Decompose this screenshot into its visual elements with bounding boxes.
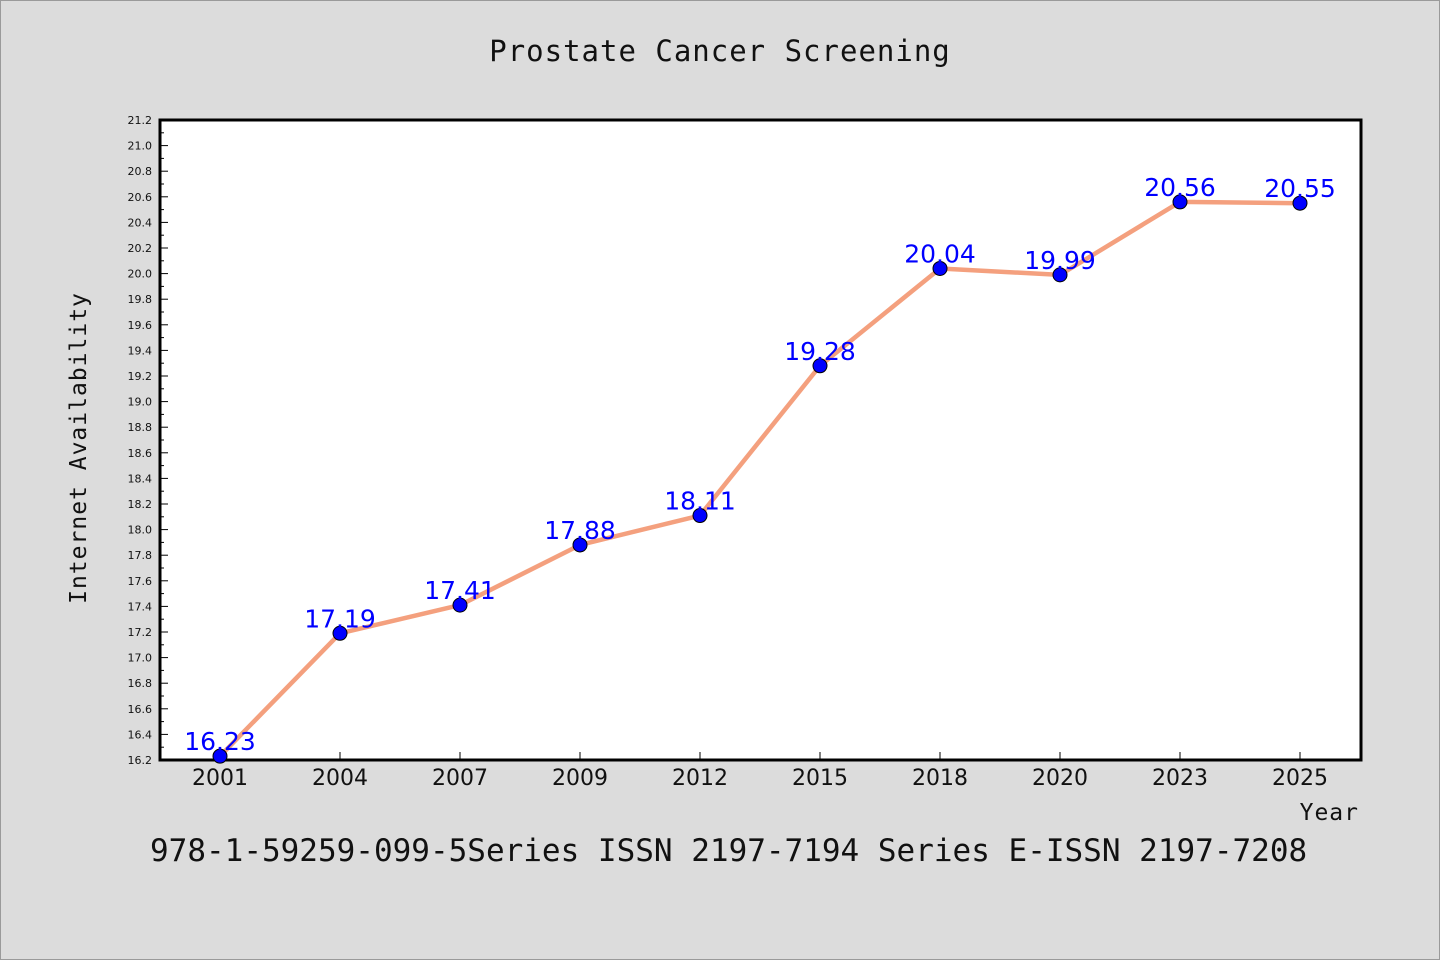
chart-title: Prostate Cancer Screening [489, 34, 951, 68]
y-tick-label: 18.0 [128, 524, 153, 537]
y-tick-label: 16.4 [128, 728, 153, 741]
data-label: 20.04 [904, 239, 976, 268]
y-tick-label: 16.6 [128, 703, 153, 716]
data-label: 19.99 [1024, 246, 1096, 275]
data-point [212, 748, 228, 764]
data-point [332, 625, 348, 641]
data-point [692, 508, 708, 524]
y-tick-label: 18.4 [128, 472, 153, 485]
data-point [1292, 195, 1308, 211]
y-tick-label: 19.4 [128, 344, 153, 357]
y-tick-label: 17.6 [128, 575, 153, 588]
y-tick-label: 20.2 [128, 242, 153, 255]
y-tick-label: 17.2 [128, 626, 153, 639]
y-tick-label: 18.2 [128, 498, 153, 511]
y-tick-label: 20.6 [128, 191, 153, 204]
y-tick-label: 19.2 [128, 370, 153, 383]
data-label: 18.11 [664, 487, 736, 516]
y-tick-label: 18.6 [128, 447, 153, 460]
y-tick-label: 17.8 [128, 549, 153, 562]
x-tick-label: 2001 [192, 766, 248, 791]
x-axis-ticks: 2001 2004 2007 2009 2012 2015 2018 2020 2023 2025 [192, 752, 1328, 791]
x-tick-label: 2007 [432, 766, 488, 791]
data-label: 17.41 [424, 576, 496, 605]
y-axis-ticks: 16.2 16.4 16.6 16.8 17.0 17.2 17.4 17.6 17.8 18.0… [128, 114, 168, 767]
data-label: 20.55 [1264, 174, 1336, 203]
y-tick-label: 16.2 [128, 754, 153, 767]
data-point [1172, 194, 1188, 210]
y-tick-label: 19.0 [128, 396, 153, 409]
y-tick-label: 20.8 [128, 165, 153, 178]
data-label: 20.56 [1144, 173, 1216, 202]
x-tick-label: 2018 [912, 766, 968, 791]
y-tick-label: 17.0 [128, 652, 153, 665]
x-axis-label: Year [1300, 800, 1359, 826]
x-tick-label: 2025 [1272, 766, 1328, 791]
series-line [217, 199, 1303, 759]
y-tick-label: 19.8 [128, 293, 153, 306]
x-tick-label: 2015 [792, 766, 848, 791]
x-tick-label: 2012 [672, 766, 728, 791]
data-point [932, 260, 948, 276]
y-axis-label: Internet Availability [66, 292, 92, 604]
data-point [812, 358, 828, 374]
y-tick-label: 21.0 [128, 140, 153, 153]
footer-isbn-issn: 978-1-59259-099-5Series ISSN 2197-7194 S… [150, 833, 1308, 869]
data-label: 19.28 [784, 337, 856, 366]
y-tick-label: 21.2 [128, 114, 153, 127]
y-tick-label: 20.4 [128, 216, 153, 229]
data-label: 16.23 [184, 727, 256, 756]
y-tick-label: 20.0 [128, 268, 153, 281]
data-point [1052, 267, 1068, 283]
data-label: 17.88 [544, 516, 616, 545]
data-point [572, 537, 588, 553]
x-tick-label: 2020 [1032, 766, 1088, 791]
data-point [452, 597, 468, 613]
data-labels: 16.23 17.19 17.41 17.88 18.11 19.28 20.04 19.99… [184, 173, 1336, 756]
x-tick-label: 2004 [312, 766, 368, 791]
x-tick-label: 2009 [552, 766, 608, 791]
y-tick-label: 18.8 [128, 421, 153, 434]
x-tick-label: 2023 [1152, 766, 1208, 791]
data-label: 17.19 [304, 604, 376, 633]
y-tick-label: 16.8 [128, 677, 153, 690]
y-tick-label: 17.4 [128, 600, 153, 613]
series-markers [212, 194, 1308, 764]
y-tick-label: 19.6 [128, 319, 153, 332]
